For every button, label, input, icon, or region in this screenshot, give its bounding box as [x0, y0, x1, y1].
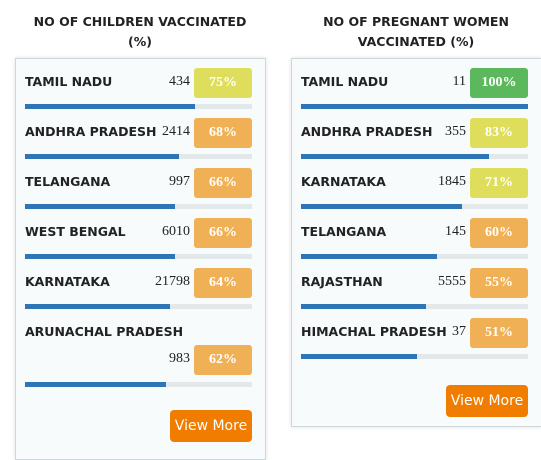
row-name: ANDHRA PRADESH — [25, 124, 157, 139]
view-more-button[interactable]: View More — [446, 385, 528, 417]
percent-badge: 83% — [470, 118, 528, 148]
percent-badge: 66% — [194, 168, 252, 198]
row-count: 434 — [169, 74, 190, 89]
row-count: 2414 — [162, 124, 190, 139]
progress-bar — [25, 254, 175, 259]
progress-bar — [301, 104, 528, 109]
row-name: TAMIL NADU — [25, 74, 113, 89]
percent-badge: 71% — [470, 168, 528, 198]
row-count: 5555 — [438, 274, 466, 289]
progress-bar — [301, 354, 417, 359]
row-name: RAJASTHAN — [301, 274, 383, 289]
view-more-button[interactable]: View More — [170, 410, 252, 442]
row-name: ARUNACHAL PRADESH — [25, 324, 184, 339]
row-name: TELANGANA — [25, 174, 111, 189]
percent-badge: 64% — [194, 268, 252, 298]
row-count: 983 — [169, 351, 190, 366]
page: (() => { const data = JSON.parse(documen… — [15, 14, 541, 460]
progress-bar — [301, 204, 463, 209]
row-name: KARNATAKA — [25, 274, 110, 289]
progress-bar — [25, 382, 166, 387]
row-name: KARNATAKA — [301, 174, 386, 189]
percent-badge: 66% — [194, 218, 252, 248]
percent-badge: 100% — [470, 68, 528, 98]
row-count: 1845 — [438, 174, 466, 189]
row-count: 37 — [452, 324, 466, 339]
row-name: ANDHRA PRADESH — [301, 124, 433, 139]
row-name: WEST BENGAL — [25, 224, 126, 239]
percent-badge: 55% — [470, 268, 528, 298]
row-count: 997 — [169, 174, 190, 189]
panel-title: NO OF CHILDREN VACCINATED (%) — [33, 14, 247, 49]
row-count: 21798 — [155, 274, 190, 289]
row-count: 6010 — [162, 224, 190, 239]
row-name: TELANGANA — [301, 224, 387, 239]
row-count: 355 — [445, 124, 466, 139]
row-count: 11 — [452, 74, 466, 89]
progress-bar — [25, 304, 171, 309]
panel-title: NO OF PREGNANT WOMEN VACCINATED (%) — [323, 14, 509, 49]
row-count: 145 — [445, 224, 466, 239]
progress-bar — [25, 154, 180, 159]
progress-bar — [301, 304, 426, 309]
percent-badge: 75% — [194, 68, 252, 98]
percent-badge: 51% — [470, 318, 528, 348]
percent-badge: 60% — [470, 218, 528, 248]
progress-bar — [25, 204, 175, 209]
percent-badge: 68% — [194, 118, 252, 148]
progress-bar — [301, 154, 490, 159]
percent-badge: 62% — [194, 345, 252, 375]
progress-bar — [25, 104, 196, 109]
row-name: TAMIL NADU — [301, 74, 389, 89]
row-name: HIMACHAL PRADESH — [301, 324, 447, 339]
progress-bar — [301, 254, 438, 259]
